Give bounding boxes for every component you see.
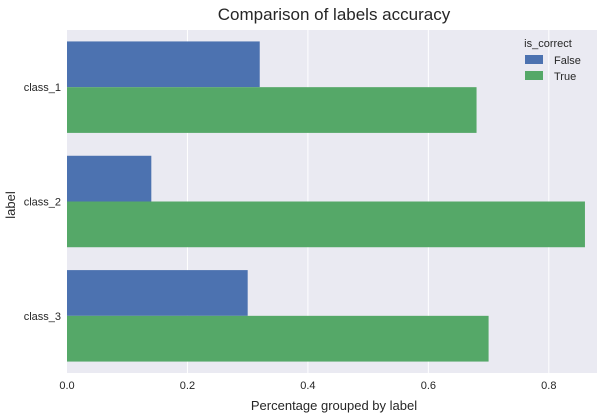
x-ticks: 0.0 0.2 0.4 0.6 0.8 xyxy=(59,380,556,392)
legend: is_correct False True xyxy=(524,38,581,83)
bar-class_1-true xyxy=(67,87,477,133)
bar-class_3-true xyxy=(67,315,489,362)
y-tick-label: class_1 xyxy=(24,82,61,94)
bar-class_2-false xyxy=(67,155,152,202)
chart-title: Comparison of labels accuracy xyxy=(218,5,451,24)
legend-label: False xyxy=(554,55,581,67)
legend-label: True xyxy=(554,71,576,83)
x-tick-label: 0.2 xyxy=(180,380,195,392)
legend-title: is_correct xyxy=(524,38,572,50)
x-tick-label: 0.8 xyxy=(541,380,556,392)
y-tick-label: class_3 xyxy=(24,311,61,323)
x-tick-label: 0.6 xyxy=(421,380,436,392)
bar-class_1-false xyxy=(67,41,260,88)
legend-swatch-true xyxy=(525,71,543,80)
bar-class_3-false xyxy=(67,270,248,316)
legend-swatch-false xyxy=(525,55,543,64)
x-axis-label: Percentage grouped by label xyxy=(251,398,417,413)
y-tick-label: class_2 xyxy=(24,197,61,209)
y-ticks: class_1 class_2 class_3 xyxy=(24,82,61,323)
bar-class_2-true xyxy=(67,201,585,248)
x-tick-label: 0.4 xyxy=(300,380,315,392)
bars xyxy=(67,41,585,362)
x-tick-label: 0.0 xyxy=(59,380,74,392)
y-axis-label: label xyxy=(3,191,18,219)
